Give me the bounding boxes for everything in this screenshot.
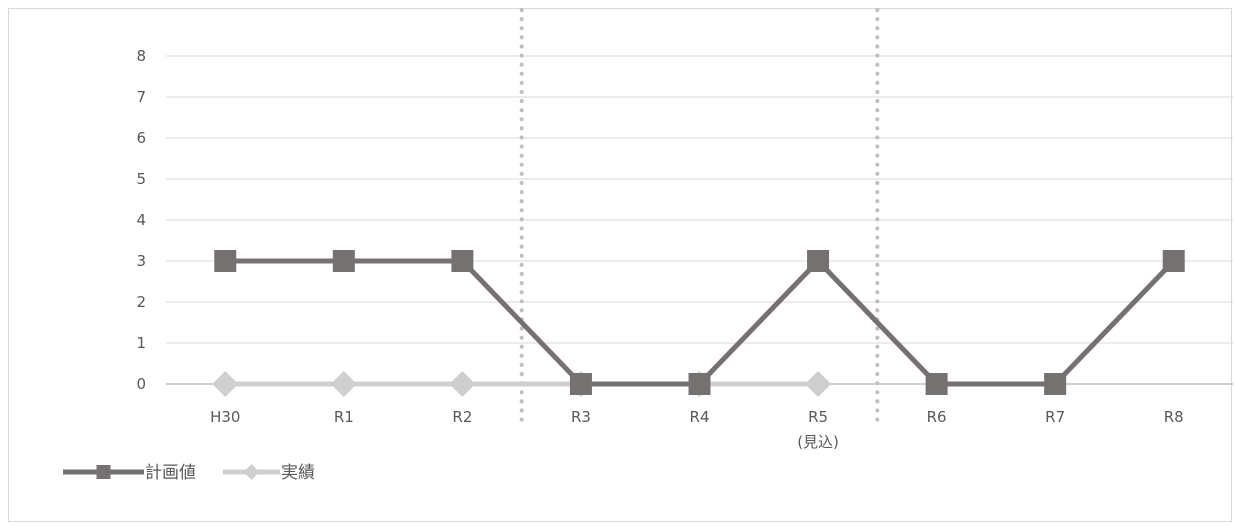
series-line bbox=[225, 258, 1176, 387]
y-tick-label: 7 bbox=[136, 88, 146, 106]
legend-item: 計画値 bbox=[63, 463, 196, 483]
y-tick-label: 5 bbox=[136, 170, 146, 188]
x-tick-label: R5 bbox=[808, 408, 828, 426]
y-tick-label: 6 bbox=[136, 129, 146, 147]
data-point-marker bbox=[449, 371, 476, 397]
data-point-marker bbox=[805, 371, 832, 397]
y-tick-label: 4 bbox=[136, 211, 146, 229]
x-tick-label: R2 bbox=[452, 408, 472, 426]
series-0 bbox=[214, 250, 1185, 395]
x-tick-label: R3 bbox=[571, 408, 591, 426]
chart-frame bbox=[8, 8, 1232, 522]
data-point-marker bbox=[212, 371, 239, 397]
x-tick-label: R8 bbox=[1164, 408, 1184, 426]
data-point-marker bbox=[807, 250, 830, 272]
y-axis-ticks: 0 1 2 3 4 5 6 7 8 bbox=[136, 47, 146, 393]
data-point-marker bbox=[332, 250, 355, 272]
x-tick-label: R1 bbox=[334, 408, 354, 426]
y-tick-label: 8 bbox=[136, 47, 146, 65]
data-point-marker bbox=[330, 371, 357, 397]
data-point-marker bbox=[569, 373, 592, 395]
legend-marker bbox=[96, 465, 111, 479]
y-tick-label: 2 bbox=[136, 293, 146, 311]
x-tick-sublabel: (見込) bbox=[797, 433, 839, 451]
legend-label: 計画値 bbox=[145, 463, 196, 483]
x-axis-ticks: H30 R1 R2 R3 R4 R5 (見込) R6 R7 R8 bbox=[210, 408, 1184, 451]
data-point-marker bbox=[451, 250, 474, 272]
y-tick-label: 0 bbox=[136, 375, 146, 393]
y-tick-label: 3 bbox=[136, 252, 146, 270]
x-tick-label: H30 bbox=[210, 408, 240, 426]
data-point-marker bbox=[1044, 373, 1067, 395]
period-dividers bbox=[519, 8, 880, 426]
y-tick-label: 1 bbox=[136, 334, 146, 352]
data-point-marker bbox=[688, 373, 711, 395]
legend-marker bbox=[243, 464, 260, 480]
x-tick-label: R6 bbox=[927, 408, 947, 426]
legend-label: 実績 bbox=[281, 463, 315, 483]
data-point-marker bbox=[1162, 250, 1185, 272]
x-tick-label: R7 bbox=[1045, 408, 1065, 426]
legend: 計画値 実績 bbox=[63, 463, 315, 483]
data-point-marker bbox=[214, 250, 237, 272]
gridlines bbox=[166, 55, 1233, 344]
series-layer bbox=[212, 250, 1185, 397]
legend-item: 実績 bbox=[223, 463, 315, 483]
data-point-marker bbox=[925, 373, 948, 395]
x-tick-label: R4 bbox=[690, 408, 710, 426]
